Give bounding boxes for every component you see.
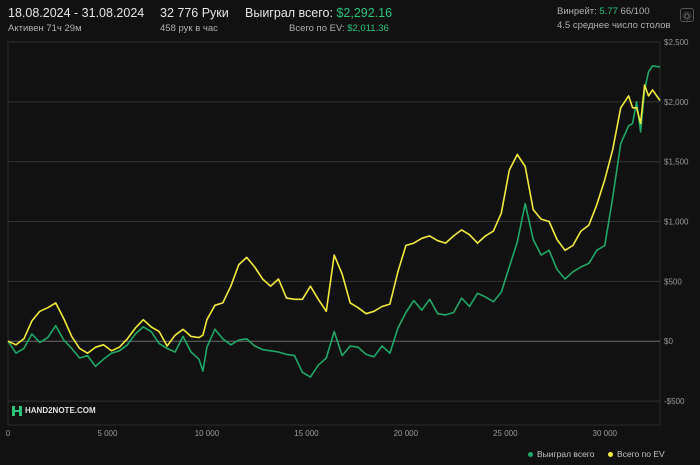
x-tick-label: 25 000 bbox=[493, 429, 518, 438]
won-total-label: Выиграл всего: bbox=[245, 6, 333, 20]
plot-frame bbox=[7, 41, 661, 426]
grid-lines bbox=[7, 41, 661, 426]
y-tick-label: $2,500 bbox=[664, 38, 689, 47]
hand2note-logo-text: HAND2NOTE.COM bbox=[25, 406, 96, 416]
won-total-value: $2,292.16 bbox=[336, 6, 393, 20]
winrate-label: Винрейт: bbox=[557, 6, 597, 17]
hand2note-logo-icon bbox=[12, 406, 22, 416]
y-tick-label: -$500 bbox=[664, 397, 685, 406]
x-tick-label: 10 000 bbox=[195, 429, 220, 438]
series-line-won bbox=[7, 65, 661, 378]
x-tick-label: 15 000 bbox=[294, 429, 319, 438]
y-tick-label: $1,000 bbox=[664, 218, 689, 227]
legend-item-ev[interactable]: Всего по EV bbox=[608, 449, 665, 459]
legend-item-won[interactable]: Выиграл всего bbox=[528, 449, 594, 459]
settings-gear-icon[interactable] bbox=[680, 8, 694, 22]
x-tick-label: 30 000 bbox=[593, 429, 618, 438]
x-axis-ticks: 0 5 000 10 000 15 000 20 000 25 000 30 000 bbox=[6, 429, 618, 438]
legend-ev-swatch bbox=[608, 452, 613, 458]
legend-won-swatch bbox=[528, 452, 533, 458]
y-axis-ticks: -$500 $0 $500 $1,000 $1,500 $2,000 $2,500 bbox=[664, 38, 689, 406]
ev-total-label: Всего по EV: bbox=[289, 23, 345, 34]
winrate: Винрейт: 5.77 66/100 bbox=[557, 6, 650, 17]
x-tick-label: 20 000 bbox=[394, 429, 419, 438]
x-tick-label: 0 bbox=[6, 429, 11, 438]
y-tick-label: $0 bbox=[664, 337, 673, 346]
legend-ev-label: Всего по EV bbox=[617, 449, 665, 459]
ev-total: Всего по EV: $2,011.36 bbox=[289, 23, 389, 34]
legend-won-label: Выиграл всего bbox=[537, 449, 595, 459]
active-time: Активен 71ч 29м bbox=[8, 23, 82, 34]
ev-total-value: $2,011.36 bbox=[347, 23, 389, 34]
winrate-suffix: 66/100 bbox=[620, 6, 650, 17]
y-tick-label: $500 bbox=[664, 277, 682, 286]
hand2note-logo: HAND2NOTE.COM bbox=[12, 406, 96, 416]
x-tick-label: 5 000 bbox=[97, 429, 118, 438]
y-tick-label: $2,000 bbox=[664, 98, 689, 107]
hands-count: 32 776 Руки bbox=[160, 6, 229, 20]
avg-tables: 4.5 среднее число столов bbox=[557, 20, 671, 31]
y-tick-label: $1,500 bbox=[664, 158, 689, 167]
date-range: 18.08.2024 - 31.08.2024 bbox=[8, 6, 145, 20]
series-line-ev bbox=[7, 84, 661, 355]
series-lines bbox=[7, 65, 661, 378]
winrate-value: 5.77 bbox=[599, 6, 618, 17]
hands-per-hour: 458 рук в час bbox=[160, 23, 218, 34]
won-total: Выиграл всего: $2,292.16 bbox=[245, 6, 392, 20]
stats-header: 18.08.2024 - 31.08.2024 Активен 71ч 29м … bbox=[0, 0, 700, 40]
gear-icon bbox=[682, 11, 692, 21]
